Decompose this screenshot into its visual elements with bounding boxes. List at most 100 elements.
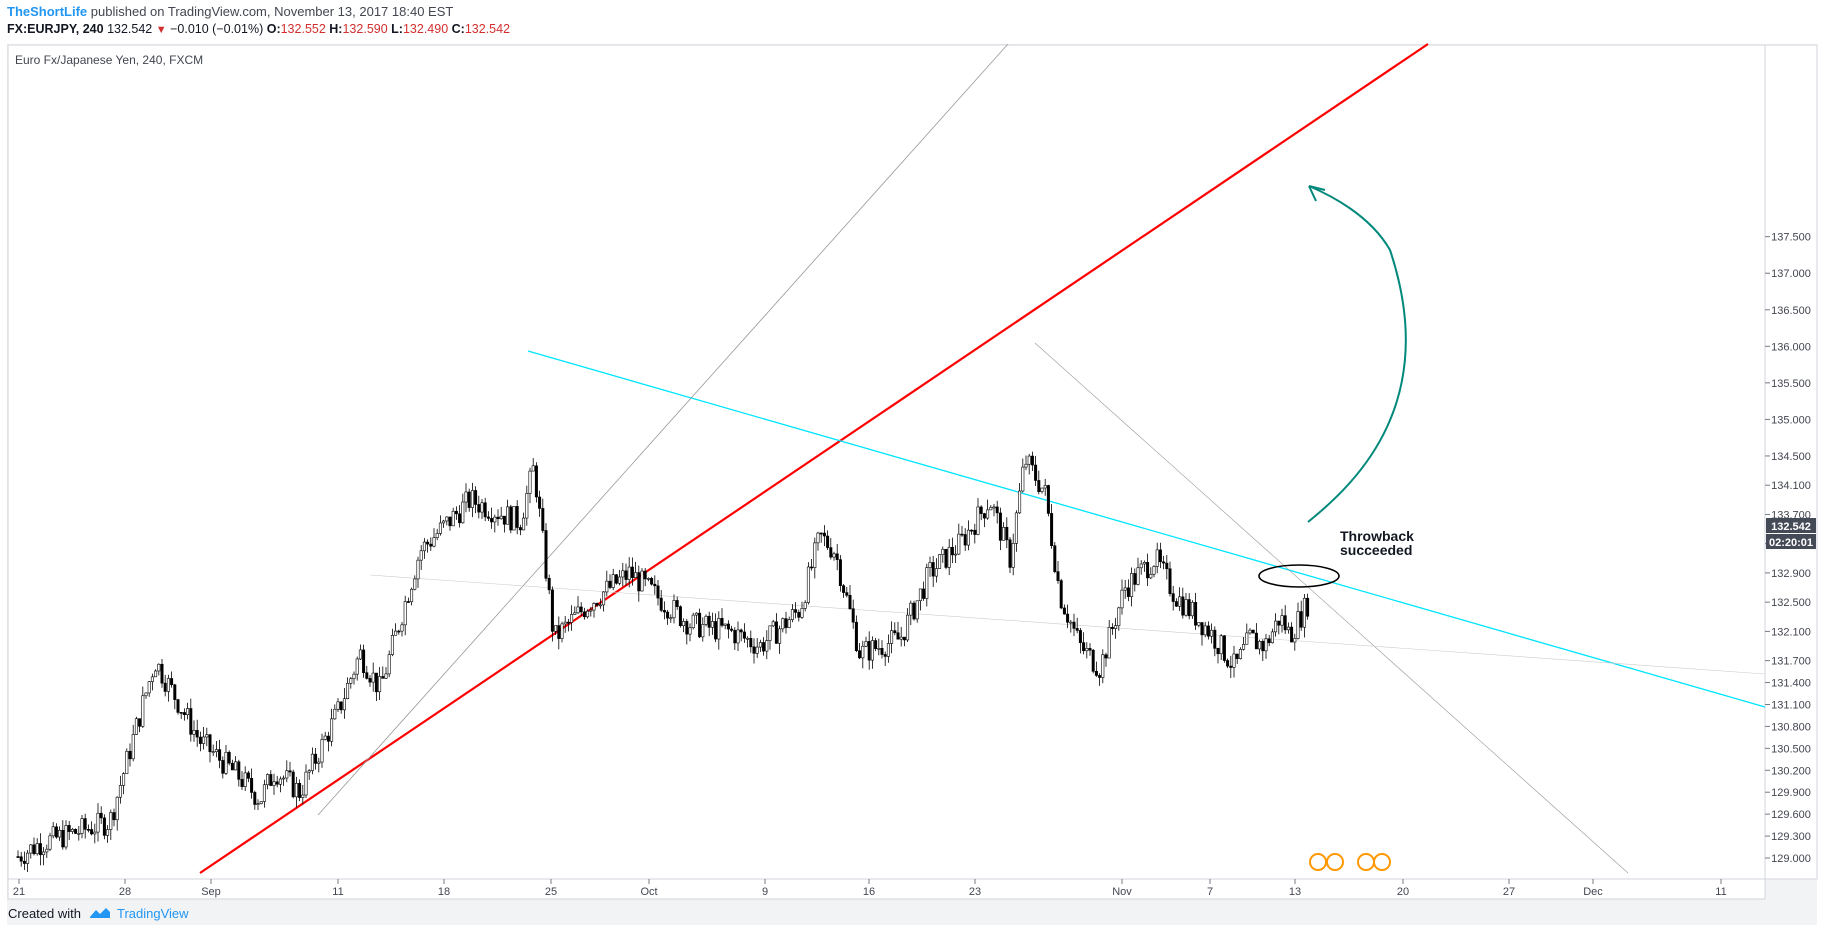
candle-body <box>138 718 142 727</box>
y-tick-label: 134.100 <box>1771 480 1811 492</box>
y-tick-label: 130.500 <box>1771 743 1811 755</box>
candle-body <box>419 550 423 561</box>
candle-body <box>675 600 679 607</box>
candle-body <box>1171 593 1175 602</box>
candle-body <box>1011 543 1015 568</box>
event-icon[interactable] <box>1373 853 1391 871</box>
x-tick-label: 28 <box>119 886 131 898</box>
candle-body <box>963 534 967 546</box>
candle-body <box>291 771 295 798</box>
candle-body <box>426 541 430 545</box>
x-tick-label: 21 <box>13 886 25 898</box>
candle-body <box>528 470 532 494</box>
candle-body <box>544 530 548 579</box>
candle-body <box>413 578 417 590</box>
candle-body <box>192 730 196 735</box>
candle-body <box>1277 620 1281 626</box>
candle-body <box>650 578 654 585</box>
candle-body <box>858 650 862 659</box>
time-axis[interactable] <box>7 878 1766 900</box>
candle-body <box>790 609 794 620</box>
candle-body <box>1235 653 1239 659</box>
candle-body <box>301 794 305 798</box>
candle-body <box>1158 549 1162 563</box>
candle-body <box>749 637 753 648</box>
candle-body <box>1283 615 1287 631</box>
candle-body <box>1133 573 1137 585</box>
candle-body <box>381 676 385 679</box>
x-tick-label: 9 <box>762 886 768 898</box>
candle-body <box>1098 675 1102 678</box>
y-tick-label: 132.500 <box>1771 597 1811 609</box>
candle-body <box>1066 613 1070 623</box>
candle-body <box>589 609 593 612</box>
candle-body <box>48 835 52 850</box>
candle-body <box>1216 648 1220 655</box>
candle-body <box>714 621 718 640</box>
candle-body <box>1094 671 1098 676</box>
event-icon[interactable] <box>1357 853 1375 871</box>
price-axis[interactable] <box>1764 44 1818 880</box>
event-icon[interactable] <box>1326 853 1344 871</box>
tradingview-link[interactable]: TradingView <box>116 906 189 921</box>
candle-body <box>656 585 660 599</box>
candle-body <box>179 712 183 714</box>
candle-body <box>262 784 266 802</box>
event-icons <box>1309 853 1391 871</box>
y-ticks: 137.500 137.000 136.500 136.000 135.500 135.0… <box>1765 232 1811 865</box>
candle-body <box>310 753 314 771</box>
candle-body <box>458 513 462 524</box>
candle-body <box>557 625 561 639</box>
x-tick-label: 13 <box>1289 886 1301 898</box>
low-value: 132.490 <box>402 22 449 36</box>
author-link[interactable]: TheShortLife <box>7 4 88 19</box>
candle-body <box>218 749 222 761</box>
plot-area[interactable] <box>7 44 1766 880</box>
candle-body <box>563 621 567 625</box>
candle-body <box>691 614 695 629</box>
candle-body <box>554 625 558 632</box>
candle-body <box>739 629 743 633</box>
candle-body <box>1226 660 1230 667</box>
candle-body <box>38 843 42 856</box>
candle-body <box>896 632 900 640</box>
candle-body <box>736 629 740 644</box>
candle-body <box>170 678 174 686</box>
candle-body <box>1075 628 1079 631</box>
candle-body <box>403 601 407 626</box>
close-label: C: <box>451 22 465 36</box>
candle-body <box>1091 649 1095 672</box>
candle-body <box>835 553 839 560</box>
candle-body <box>70 829 74 832</box>
candle-body <box>512 506 516 531</box>
candle-body <box>515 506 519 528</box>
candle-body <box>944 548 948 568</box>
y-tick-label: 136.500 <box>1771 305 1811 317</box>
candle-body <box>29 844 33 854</box>
candle-body <box>1232 653 1236 668</box>
candle-body <box>899 636 903 640</box>
candle-body <box>390 635 394 655</box>
candle-body <box>1293 638 1297 643</box>
candle-body <box>717 618 721 640</box>
candle-body <box>1206 625 1210 637</box>
candle-body <box>672 600 676 619</box>
candle-body <box>826 535 830 548</box>
candle-body <box>346 683 350 700</box>
candle-body <box>125 750 129 774</box>
event-icon[interactable] <box>1309 853 1327 871</box>
candle-body <box>490 518 494 523</box>
candle-body <box>842 585 846 593</box>
candle-body <box>1085 648 1089 652</box>
candle-body <box>1078 630 1082 643</box>
candle-body <box>102 817 106 836</box>
y-tick-label: 137.500 <box>1771 232 1811 244</box>
tradingview-logo-icon <box>89 907 111 922</box>
candle-body <box>979 506 983 514</box>
candle-body <box>1296 611 1300 639</box>
candle-body <box>762 642 766 652</box>
candle-body <box>32 844 36 855</box>
candle-body <box>1302 597 1306 628</box>
candle-body <box>1110 626 1114 629</box>
